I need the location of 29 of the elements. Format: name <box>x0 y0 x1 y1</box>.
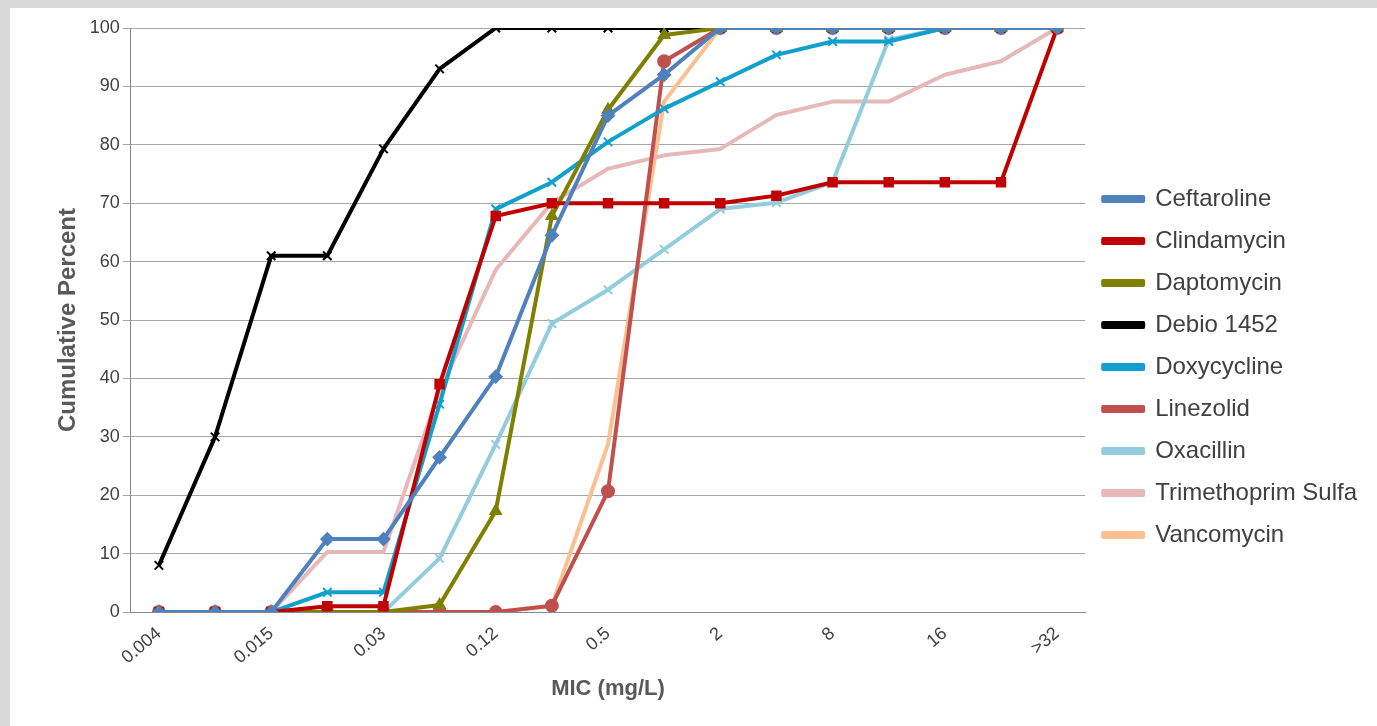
y-tick-label: 20 <box>99 484 120 505</box>
x-tick-label: 0.03 <box>349 622 390 661</box>
y-tick-label: 40 <box>99 367 120 388</box>
x-axis-title: MIC (mg/L) <box>551 674 665 700</box>
y-tick-label: 90 <box>99 75 120 96</box>
x-tick-label: 0.5 <box>581 622 614 655</box>
x-tick-label: 8 <box>817 622 839 645</box>
legend-label: Vancomycin <box>1155 519 1285 547</box>
y-tick-label: 80 <box>99 133 120 154</box>
legend-label: Linezolid <box>1155 393 1250 421</box>
y-tick-label: 30 <box>99 425 120 446</box>
y-tick-label: 60 <box>99 250 120 271</box>
x-tick-label: 2 <box>705 622 727 645</box>
y-tick-label: 70 <box>99 192 120 213</box>
x-tick-label: 16 <box>922 622 951 652</box>
y-tick-label: 50 <box>99 309 120 330</box>
legend-label: Doxycycline <box>1155 351 1284 379</box>
y-axis-title: Cumulative Percent <box>53 208 81 433</box>
y-tick-label: 100 <box>89 16 120 37</box>
legend-label: Trimethoprim Sulfa <box>1155 477 1358 505</box>
x-tick-label: 0.12 <box>461 622 502 661</box>
x-tick-label: >32 <box>1026 622 1063 658</box>
legend-label: Debio 1452 <box>1155 309 1278 337</box>
legend-label: Oxacillin <box>1155 435 1246 463</box>
y-tick-label: 0 <box>109 601 120 622</box>
legend-label: Clindamycin <box>1155 225 1286 253</box>
legend-label: Daptomycin <box>1155 267 1282 295</box>
legend-label: Ceftaroline <box>1155 183 1272 211</box>
y-tick-label: 10 <box>99 542 120 563</box>
